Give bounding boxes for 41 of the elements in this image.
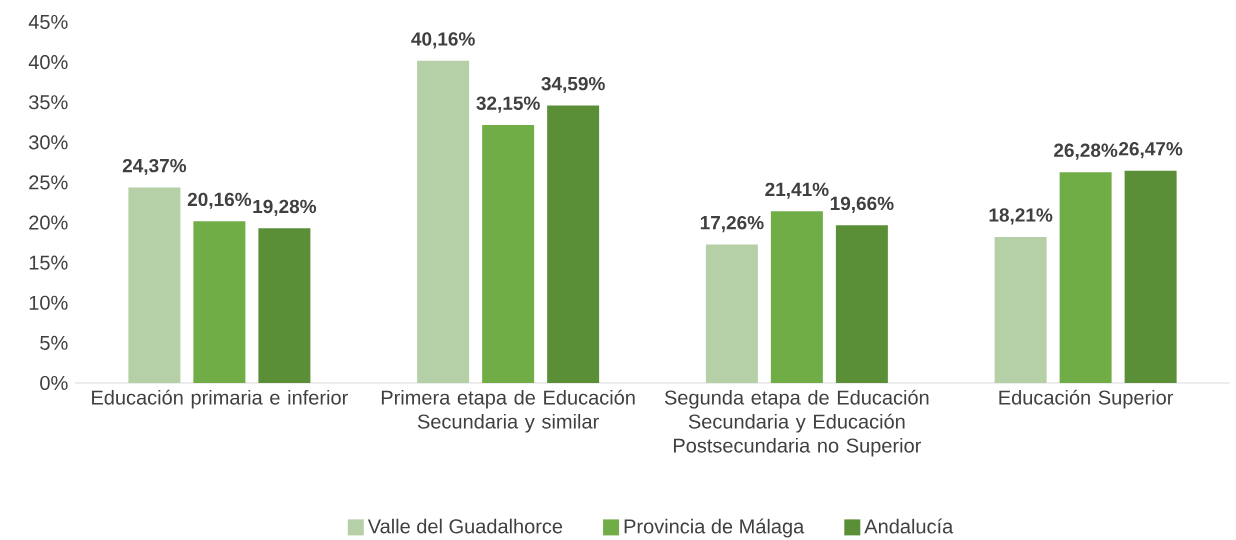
data-label: 21,41% xyxy=(765,182,829,199)
bar xyxy=(482,125,535,383)
data-label: 24,37% xyxy=(122,158,187,176)
data-label: 26,47% xyxy=(1119,142,1183,159)
bar xyxy=(417,60,470,383)
data-label: 34,59% xyxy=(541,76,605,94)
bar xyxy=(835,225,888,383)
y-tick-label: 0% xyxy=(40,375,68,391)
data-label: 40,16% xyxy=(411,32,475,49)
y-tick-label: 45% xyxy=(28,14,68,30)
y-tick-label: 25% xyxy=(29,175,68,190)
data-label: 26,28% xyxy=(1054,143,1118,160)
data-label: 20,16% xyxy=(187,192,252,209)
y-tick-label: 15% xyxy=(29,255,68,270)
y-tick-label: 35% xyxy=(29,95,68,110)
data-label: 32,15% xyxy=(476,96,540,113)
x-tick-label: Educación primaria e inferior xyxy=(92,389,348,409)
y-tick-label: 20% xyxy=(29,215,68,230)
x-tick-label: Primera etapa de Educación Secundaria y similar xyxy=(381,389,635,433)
legend-label: Valle del Guadalhorce xyxy=(367,518,563,534)
y-tick-label: 5% xyxy=(40,335,68,350)
data-label: 19,28% xyxy=(253,199,317,216)
legend-label: Andalucía xyxy=(864,518,954,534)
bar xyxy=(1124,170,1177,383)
data-label: 17,26% xyxy=(700,215,764,233)
y-tick-label: 10% xyxy=(29,295,68,310)
bar xyxy=(547,105,600,383)
bar xyxy=(994,236,1047,383)
bar xyxy=(193,221,246,383)
y-tick-label: 40% xyxy=(28,55,68,70)
bar xyxy=(258,228,311,383)
x-tick-label: Segunda etapa de Educación Secundaria y Educación Postsecundaria no Superior xyxy=(664,389,929,457)
bar xyxy=(1059,172,1112,383)
data-label: 19,66% xyxy=(830,196,894,213)
x-tick-label: Educación Superior xyxy=(999,389,1174,409)
bar xyxy=(128,187,181,383)
y-tick-label: 30% xyxy=(29,135,68,150)
legend-label: Provincia de Málaga xyxy=(624,518,805,538)
data-label: 18,21% xyxy=(989,208,1053,225)
bar xyxy=(770,211,823,383)
bar xyxy=(705,244,758,383)
